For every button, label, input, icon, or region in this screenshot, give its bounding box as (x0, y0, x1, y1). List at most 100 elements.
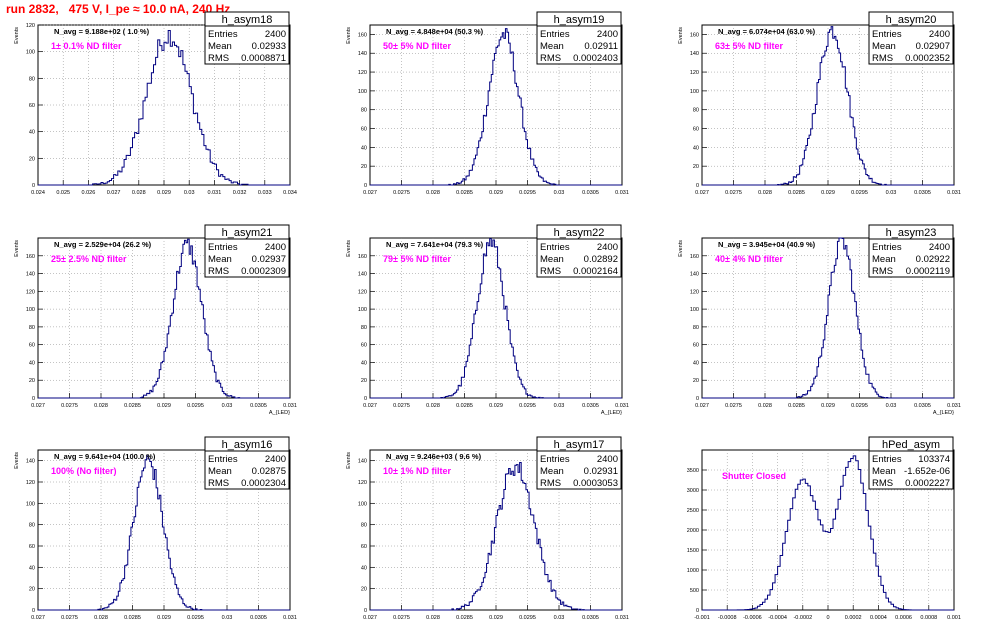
x-tick-label: 0.028 (426, 615, 440, 621)
y-tick-label: 80 (693, 325, 699, 331)
histogram-series (370, 28, 622, 186)
x-tick-label: 0.0295 (851, 190, 868, 196)
y-tick-label: 500 (690, 588, 699, 594)
histogram-series (370, 238, 622, 399)
x-tick-label: 0.0006 (895, 615, 912, 621)
x-tick-label: 0.001 (947, 615, 961, 621)
y-tick-label: 20 (361, 587, 367, 593)
x-tick-label: 0.0275 (725, 403, 742, 409)
x-tick-label: 0.03 (886, 403, 897, 409)
navg-label: N_avg = 9.188e+02 ( 1.0 %) (54, 27, 150, 36)
stats-label: RMS (208, 266, 229, 277)
y-tick-label: 120 (358, 289, 367, 295)
y-tick-label: 40 (361, 565, 367, 571)
x-tick-label: -0.001 (694, 615, 710, 621)
filter-annotation: 100% (No filter) (51, 466, 117, 476)
x-tick-label: 0.0295 (519, 403, 536, 409)
y-tick-label: 40 (693, 145, 699, 151)
stats-value: 0.02911 (584, 41, 618, 52)
y-tick-label: 100 (26, 50, 35, 56)
navg-label: N_avg = 9.641e+04 (100.0 %) (54, 452, 156, 461)
y-tick-label: 80 (361, 523, 367, 529)
x-axis-label: A_{LED} (269, 410, 290, 416)
y-tick-label: 80 (361, 108, 367, 114)
histogram-name: h_asym17 (554, 439, 605, 451)
y-tick-label: 20 (361, 164, 367, 170)
y-tick-label: 80 (29, 76, 35, 82)
y-tick-label: 40 (29, 360, 35, 366)
navg-label: N_avg = 3.945e+04 (40.9 %) (718, 240, 816, 249)
stats-value: 103374 (918, 454, 950, 465)
x-tick-label: 0.0275 (393, 615, 410, 621)
x-tick-label: 0.029 (157, 403, 171, 409)
x-tick-label: 0.031 (283, 403, 297, 409)
y-tick-label: 120 (358, 480, 367, 486)
histogram-series (702, 237, 954, 399)
x-tick-label: 0.0002 (845, 615, 862, 621)
x-tick-label: 0.027 (363, 615, 377, 621)
y-tick-label: 60 (29, 103, 35, 109)
x-tick-label: 0.027 (31, 615, 45, 621)
stats-value: 0.0002227 (905, 478, 950, 489)
x-tick-label: 0.029 (489, 615, 503, 621)
x-tick-label: 0.029 (489, 403, 503, 409)
x-tick-label: 0.0275 (393, 190, 410, 196)
y-axis-label: Events (14, 27, 20, 44)
histogram-name: h_asym16 (222, 439, 273, 451)
filter-annotation: 10± 1% ND filter (383, 466, 451, 476)
x-tick-label: 0.031 (208, 190, 222, 196)
histogram-panel-h_asym19: 0.027 0.0275 0.028 0.0285 0.029 0.0295 0.03 0.0… (346, 11, 629, 196)
stats-label: RMS (540, 266, 561, 277)
x-tick-label: 0.0295 (187, 615, 204, 621)
y-tick-label: 40 (361, 145, 367, 151)
stats-label: Entries (872, 454, 902, 465)
y-tick-label: 160 (26, 254, 35, 260)
x-tick-label: 0.031 (947, 190, 961, 196)
y-tick-label: 0 (32, 396, 35, 402)
stats-box (536, 11, 622, 65)
stats-label: RMS (872, 53, 893, 64)
y-tick-label: 60 (693, 343, 699, 349)
y-tick-label: 120 (26, 480, 35, 486)
y-tick-label: 0 (364, 183, 367, 189)
navg-label: N_avg = 6.074e+04 (63.0 %) (718, 27, 816, 36)
y-tick-label: 160 (690, 254, 699, 260)
y-tick-label: 0 (696, 608, 699, 614)
stats-label: Entries (540, 29, 570, 40)
x-tick-label: 0.03 (886, 190, 897, 196)
stats-box (868, 436, 954, 490)
y-tick-label: 100 (358, 501, 367, 507)
stats-value: 0.0003053 (573, 478, 618, 489)
x-tick-label: 0.0305 (582, 615, 599, 621)
stats-value: 0.02937 (252, 254, 286, 265)
histogram-name: h_asym23 (886, 227, 937, 239)
stats-value: 2400 (597, 29, 618, 40)
stats-value: 0.0002304 (241, 478, 286, 489)
stats-label: Entries (208, 454, 238, 465)
x-tick-label: 0.027 (363, 403, 377, 409)
stats-value: 2400 (929, 29, 950, 40)
x-tick-label: 0.028 (426, 190, 440, 196)
stats-label: Entries (872, 242, 902, 253)
x-tick-label: 0.026 (82, 190, 96, 196)
histogram-series (702, 455, 954, 611)
x-tick-label: 0.0285 (788, 403, 805, 409)
y-tick-label: 0 (32, 183, 35, 189)
x-tick-label: 0.0305 (250, 403, 267, 409)
histogram-series (702, 26, 954, 186)
stats-value: 0.02931 (584, 466, 618, 477)
stats-value: 0.02933 (252, 41, 286, 52)
histogram-panel-h_asym16: 0.027 0.0275 0.028 0.0285 0.029 0.0295 0.03 0.0… (14, 436, 297, 621)
x-tick-label: 0 (826, 615, 829, 621)
y-tick-label: 140 (358, 459, 367, 465)
histogram-name: h_asym22 (554, 227, 605, 239)
navg-label: N_avg = 2.529e+04 (26.2 %) (54, 240, 152, 249)
x-tick-label: 0.0305 (250, 615, 267, 621)
x-tick-label: -0.0006 (743, 615, 762, 621)
histogram-series (38, 455, 290, 611)
y-tick-label: 100 (358, 307, 367, 313)
y-tick-label: 160 (358, 254, 367, 260)
y-tick-label: 80 (29, 523, 35, 529)
stats-label: Entries (208, 29, 238, 40)
y-tick-label: 80 (361, 325, 367, 331)
